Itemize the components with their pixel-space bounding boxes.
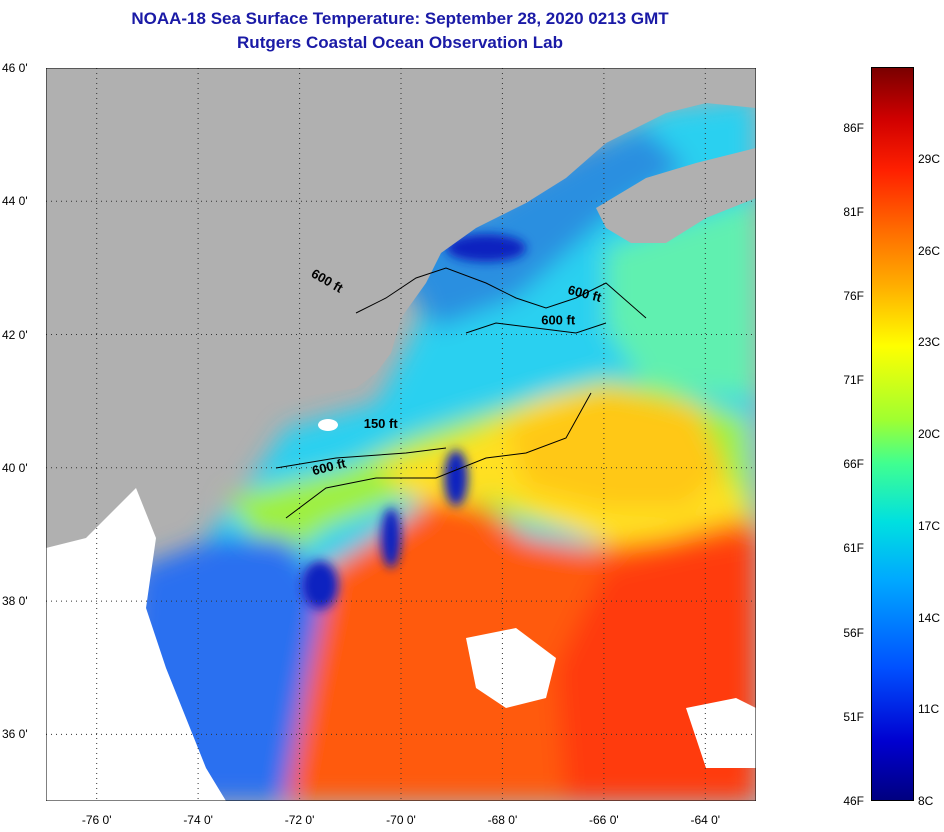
cloud-cover bbox=[46, 419, 756, 801]
colorbar-c-label: 11C bbox=[918, 702, 940, 717]
map-title: NOAA-18 Sea Surface Temperature: Septemb… bbox=[131, 9, 669, 28]
colorbar-c-label: 14C bbox=[918, 610, 941, 625]
lon-tick-label: -70 0' bbox=[386, 813, 416, 827]
colorbar-c-label: 8C bbox=[918, 794, 934, 808]
land-nova-scotia bbox=[596, 148, 756, 243]
map-subtitle: Rutgers Coastal Ocean Observation Lab bbox=[237, 33, 563, 52]
temperature-colorbar bbox=[871, 67, 914, 801]
lon-tick-label: -68 0' bbox=[487, 813, 518, 827]
sst-map[interactable]: 600 ft 600 ft 600 ft 150 ft 600 ft bbox=[46, 68, 756, 801]
lat-tick-label: 36 0' bbox=[2, 727, 28, 742]
lat-tick-label: 40 0' bbox=[2, 460, 28, 475]
lon-tick-label: -76 0' bbox=[81, 813, 112, 827]
colorbar-f-label: 66F bbox=[843, 457, 864, 472]
isobath-label: 150 ft bbox=[364, 416, 399, 431]
lon-tick-label: -66 0' bbox=[589, 813, 619, 827]
colorbar-f-label: 76F bbox=[843, 288, 864, 303]
colorbar-c-label: 26C bbox=[918, 243, 941, 258]
lat-tick-label: 46 0' bbox=[2, 61, 28, 75]
lon-tick-label: -64 0' bbox=[690, 813, 721, 827]
colorbar-c-label: 20C bbox=[918, 427, 941, 441]
colorbar-f-label: 86F bbox=[843, 120, 864, 135]
colorbar-f-label: 46F bbox=[843, 794, 864, 808]
lat-tick-label: 42 0' bbox=[2, 327, 28, 342]
colorbar-c-label: 17C bbox=[918, 518, 941, 533]
isobath-label: 600 ft bbox=[541, 313, 576, 328]
lat-tick-label: 38 0' bbox=[2, 594, 28, 609]
lon-tick-label: -72 0' bbox=[284, 813, 315, 827]
graticule bbox=[46, 68, 756, 801]
colorbar-c-label: 29C bbox=[918, 151, 941, 166]
colorbar-f-label: 51F bbox=[843, 709, 864, 724]
colorbar-f-label: 71F bbox=[843, 373, 864, 388]
lat-tick-label: 44 0' bbox=[2, 194, 28, 209]
colorbar-f-label: 81F bbox=[843, 204, 864, 219]
colorbar-c-label: 23C bbox=[918, 335, 941, 350]
isobath-lines bbox=[275, 267, 647, 519]
colorbar-f-label: 61F bbox=[843, 541, 864, 556]
lon-tick-label: -74 0' bbox=[183, 813, 213, 827]
colorbar-f-label: 56F bbox=[843, 625, 864, 640]
